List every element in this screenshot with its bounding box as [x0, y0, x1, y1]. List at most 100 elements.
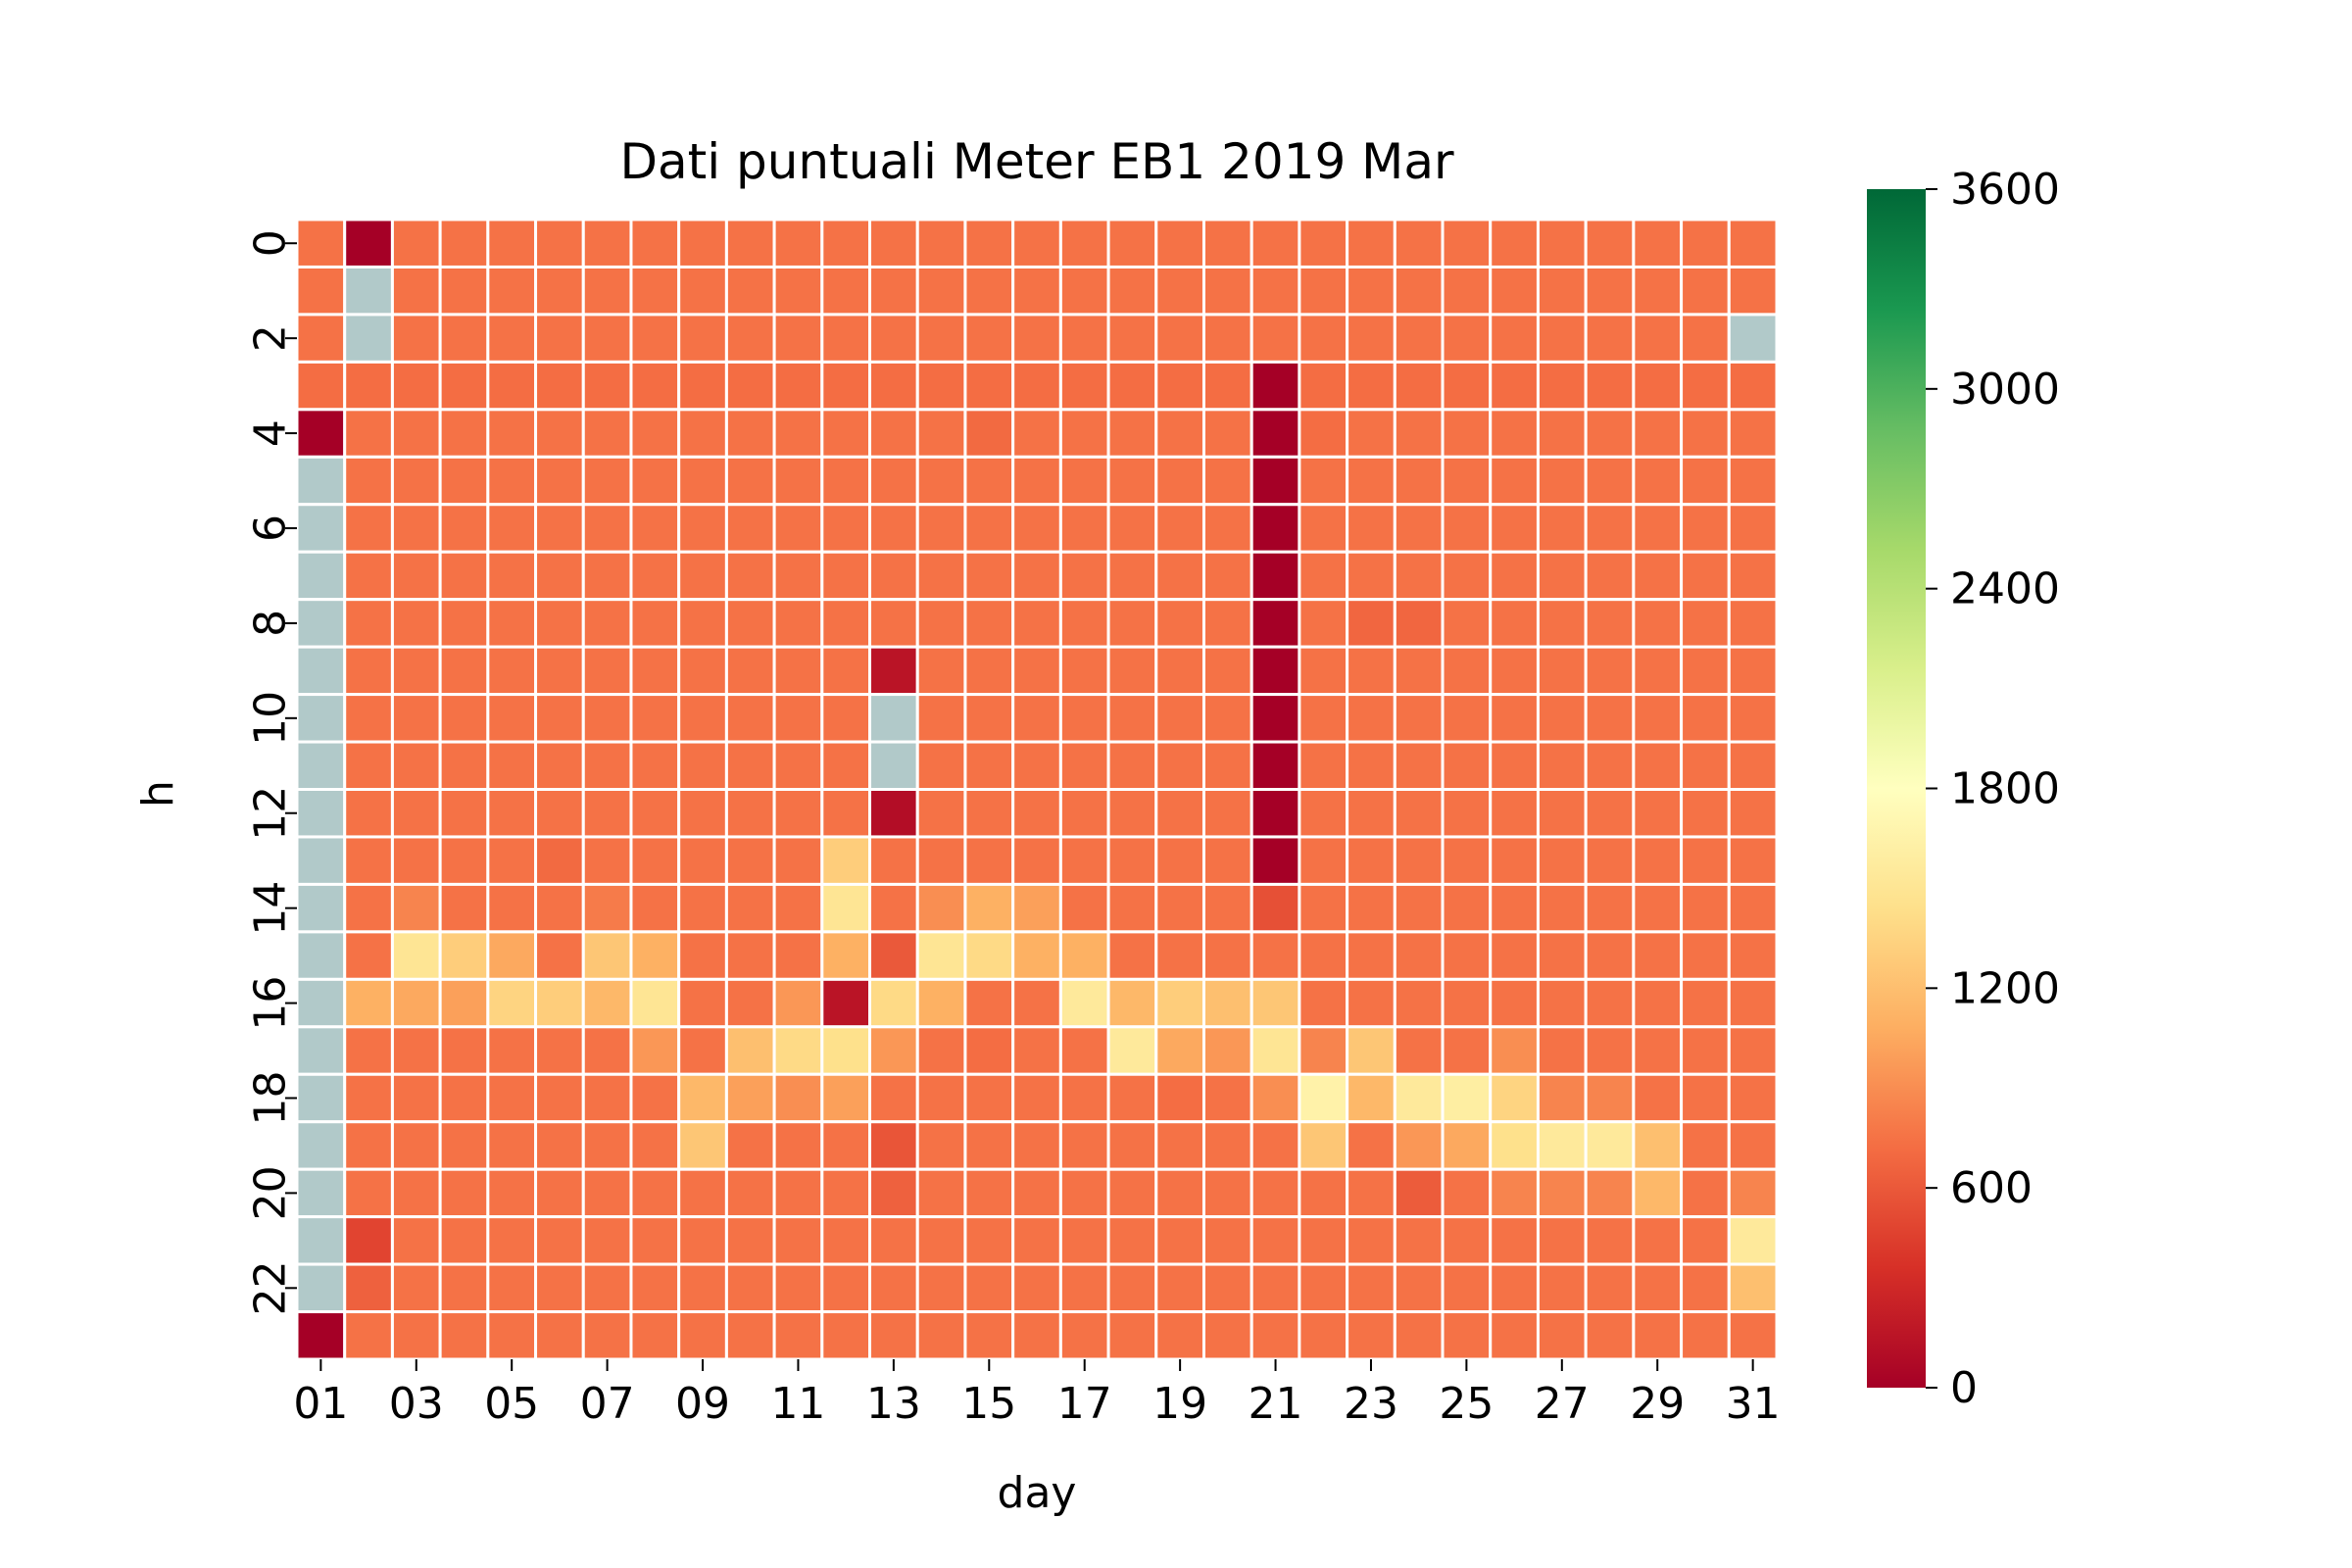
x-tick-label: 29: [1630, 1379, 1685, 1429]
heatmap-cell: [486, 930, 538, 981]
heatmap-cell: [1011, 1215, 1062, 1266]
heatmap-cell: [1393, 1262, 1445, 1314]
heatmap-cell: [1346, 1025, 1396, 1076]
heatmap-cell: [390, 977, 442, 1029]
heatmap-cell: [963, 693, 1015, 744]
heatmap-cell: [629, 598, 681, 649]
heatmap-cell: [1680, 503, 1731, 554]
heatmap-cell: [486, 1072, 538, 1124]
heatmap-cell: [1250, 408, 1301, 459]
x-axis-ticks: 01 03 05 07 09 11 13 15 17 19 21 23 25 27 29 31: [293, 1359, 1781, 1429]
heatmap-cell: [629, 930, 681, 981]
heatmap-cell: [772, 740, 824, 792]
heatmap-cell: [581, 930, 633, 981]
heatmap-cell: [295, 313, 347, 364]
heatmap-cell: [295, 265, 347, 317]
heatmap-cell: [724, 882, 776, 934]
heatmap-cell: [1058, 218, 1110, 269]
heatmap-cell: [1011, 1262, 1062, 1314]
heatmap-cell: [1201, 1025, 1253, 1076]
heatmap-cell: [295, 1262, 347, 1314]
heatmap-cell: [677, 1262, 728, 1314]
heatmap-cell: [772, 1167, 824, 1219]
heatmap-cell: [868, 977, 919, 1029]
heatmap-cell: [1154, 455, 1205, 507]
heatmap-cell: [534, 218, 585, 269]
heatmap-cell: [1106, 788, 1158, 839]
heatmap-cell: [629, 550, 681, 602]
heatmap-cell: [1680, 693, 1731, 744]
heatmap-cell: [629, 835, 681, 886]
heatmap-cell: [1250, 740, 1301, 792]
heatmap-cell: [963, 313, 1015, 364]
heatmap-cell: [868, 503, 919, 554]
heatmap-cell: [1154, 930, 1205, 981]
heatmap-cell: [1680, 408, 1731, 459]
heatmap-cell: [1536, 1167, 1588, 1219]
heatmap-cell: [581, 455, 633, 507]
heatmap-cell: [1584, 1310, 1636, 1361]
heatmap-cell: [1154, 740, 1205, 792]
heatmap-cell: [1441, 408, 1493, 459]
heatmap-cell: [1727, 218, 1779, 269]
heatmap-cell: [1393, 360, 1445, 412]
heatmap-cell: [1632, 455, 1684, 507]
heatmap-cell: [1489, 1167, 1540, 1219]
heatmap-cell: [915, 645, 967, 697]
heatmap-cell: [1393, 977, 1445, 1029]
heatmap-cell: [1201, 835, 1253, 886]
x-tick-label: 03: [389, 1379, 444, 1429]
heatmap-cell: [772, 882, 824, 934]
heatmap-cell: [963, 930, 1015, 981]
heatmap-cell: [963, 882, 1015, 934]
heatmap-cell: [629, 693, 681, 744]
heatmap-cell: [915, 930, 967, 981]
heatmap-cell: [868, 693, 919, 744]
heatmap-cell: [438, 740, 490, 792]
heatmap-cell: [390, 1215, 442, 1266]
x-tick-label: 05: [484, 1379, 539, 1429]
heatmap-cell: [868, 645, 919, 697]
heatmap-cell: [1489, 1072, 1540, 1124]
heatmap-cell: [677, 930, 728, 981]
heatmap-cell: [1011, 1120, 1062, 1171]
heatmap-cell: [1201, 598, 1253, 649]
heatmap-cell: [1201, 1262, 1253, 1314]
heatmap-cell: [1298, 1215, 1349, 1266]
heatmap-cell: [820, 882, 872, 934]
heatmap-cell: [343, 1215, 394, 1266]
heatmap-cell: [486, 313, 538, 364]
heatmap-cell: [1632, 835, 1684, 886]
heatmap-cell: [1680, 455, 1731, 507]
heatmap-cell: [581, 598, 633, 649]
heatmap-cell: [915, 218, 967, 269]
heatmap-cell: [343, 1167, 394, 1219]
heatmap-cell: [390, 788, 442, 839]
heatmap-cell: [629, 1262, 681, 1314]
heatmap-cell: [772, 313, 824, 364]
heatmap-cell: [295, 1072, 347, 1124]
heatmap-cell: [677, 408, 728, 459]
heatmap-cell: [1393, 740, 1445, 792]
heatmap-cell: [1346, 455, 1396, 507]
heatmap-cell: [629, 788, 681, 839]
heatmap-cell: [1584, 408, 1636, 459]
heatmap-cell: [343, 313, 394, 364]
heatmap-cell: [1346, 1215, 1396, 1266]
heatmap-cell: [915, 740, 967, 792]
heatmap-cell: [1584, 645, 1636, 697]
heatmap-cell: [581, 1310, 633, 1361]
heatmap-cell: [1250, 1167, 1301, 1219]
heatmap-cell: [1011, 313, 1062, 364]
heatmap-cell: [868, 1120, 919, 1171]
heatmap-cell: [1584, 313, 1636, 364]
heatmap-cell: [1011, 1025, 1062, 1076]
heatmap-cell: [486, 1310, 538, 1361]
heatmap-cell: [343, 218, 394, 269]
heatmap-cell: [724, 455, 776, 507]
heatmap-cell: [1201, 265, 1253, 317]
heatmap-cell: [1011, 645, 1062, 697]
heatmap-cell: [1298, 882, 1349, 934]
heatmap-cell: [438, 1167, 490, 1219]
heatmap-cell: [724, 1072, 776, 1124]
